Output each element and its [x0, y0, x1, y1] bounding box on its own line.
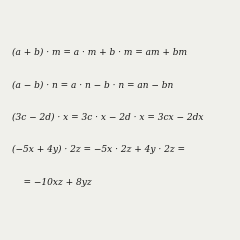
- Text: (3c − 2d) · x = 3c · x − 2d · x = 3cx − 2dx: (3c − 2d) · x = 3c · x − 2d · x = 3cx − …: [12, 113, 204, 122]
- Text: (a − b) · n = a · n − b · n = an − bn: (a − b) · n = a · n − b · n = an − bn: [12, 80, 173, 89]
- Text: (a + b) · m = a · m + b · m = am + bm: (a + b) · m = a · m + b · m = am + bm: [12, 48, 187, 57]
- Text: (−5x + 4y) · 2z = −5x · 2z + 4y · 2z =: (−5x + 4y) · 2z = −5x · 2z + 4y · 2z =: [12, 145, 185, 154]
- Text: = −10xz + 8yz: = −10xz + 8yz: [12, 178, 92, 187]
